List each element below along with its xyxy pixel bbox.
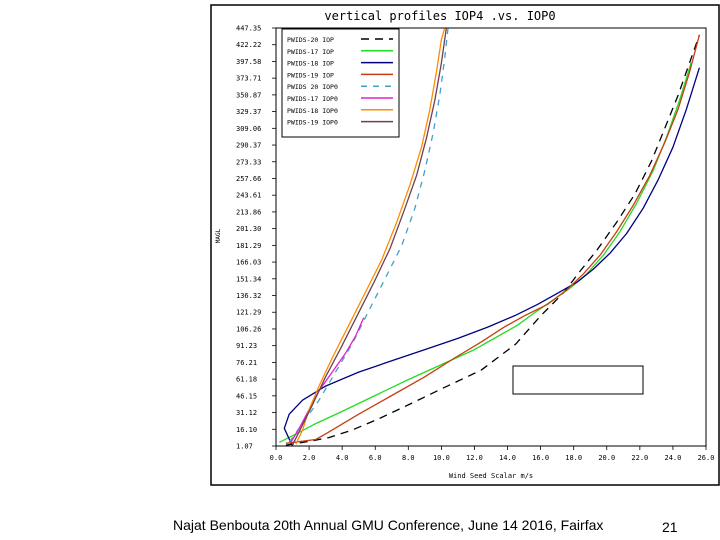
y-tick-label: 309.06 xyxy=(236,125,261,133)
x-tick-label: 8.0 xyxy=(402,454,415,462)
series-line-6 xyxy=(290,317,365,443)
x-tick-label: 0.0 xyxy=(270,454,283,462)
y-tick-label: 350.87 xyxy=(236,91,261,99)
y-tick-label: 31.12 xyxy=(236,409,257,417)
x-tick-label: 6.0 xyxy=(369,454,382,462)
legend-label: PWIDS-20 IOP xyxy=(287,36,334,44)
y-tick-label: 243.61 xyxy=(236,192,261,200)
y-tick-label: 91.23 xyxy=(236,342,257,350)
y-tick-label: 213.86 xyxy=(236,208,261,216)
footer-text: Najat Benbouta 20th Annual GMU Conferenc… xyxy=(173,517,604,533)
y-tick-label: 106.26 xyxy=(236,325,261,333)
x-tick-label: 2.0 xyxy=(303,454,316,462)
plot-border xyxy=(275,27,707,447)
y-tick-label: 257.66 xyxy=(236,175,261,183)
x-tick-label: 16.0 xyxy=(532,454,549,462)
series-line-5 xyxy=(288,28,449,443)
legend: PWIDS-20 IOP PWIDS-17 IOP PWIDS-18 IOP PWID… xyxy=(287,36,393,127)
legend-box xyxy=(281,28,400,138)
x-tick-label: 14.0 xyxy=(499,454,516,462)
x-tick-label: 22.0 xyxy=(631,454,648,462)
series-lines xyxy=(279,28,701,447)
y-tick-label: 16.10 xyxy=(236,426,257,434)
slide-number: 21 xyxy=(662,519,678,535)
y-tick-label: 1.07 xyxy=(236,443,253,451)
x-tick-label: 20.0 xyxy=(598,454,615,462)
legend-label: PWIDS-17 IOP xyxy=(287,48,334,56)
y-tick-label: 329.37 xyxy=(236,108,261,116)
series-line-3 xyxy=(283,67,701,447)
y-tick-label: 181.29 xyxy=(236,242,261,250)
blank-annotation-box xyxy=(512,365,644,395)
y-tick-label: 61.18 xyxy=(236,376,257,384)
series-line-4 xyxy=(285,34,701,444)
y-tick-label: 447.35 xyxy=(236,25,261,33)
y-tick-label: 201.30 xyxy=(236,225,261,233)
y-tick-label: 121.29 xyxy=(236,309,261,317)
x-axis-label: Wind Seed Scalar m/s xyxy=(449,472,533,480)
y-tick-label: 151.34 xyxy=(236,275,261,283)
x-tick-label: 26.0 xyxy=(698,454,715,462)
legend-label: PWIDS-19 IOP0 xyxy=(287,119,338,127)
x-tick-label: 4.0 xyxy=(336,454,349,462)
y-tick-label: 76.21 xyxy=(236,359,257,367)
chart-title: vertical profiles IOP4 .vs. IOP0 xyxy=(324,9,555,23)
x-tick-label: 18.0 xyxy=(565,454,582,462)
y-axis-label: MAGL xyxy=(215,228,222,243)
series-line-2 xyxy=(279,62,692,443)
legend-label: PWIDS-19 IOP xyxy=(287,71,334,79)
series-line-8 xyxy=(291,28,447,446)
x-tick-label: 24.0 xyxy=(664,454,681,462)
y-tick-label: 136.32 xyxy=(236,292,261,300)
y-tick-label: 290.37 xyxy=(236,142,261,150)
y-tick-label: 373.71 xyxy=(236,75,261,83)
legend-label: PWIDS-18 IOP xyxy=(287,60,334,68)
x-axis-ticks: 0.0 2.0 4.0 6.0 8.0 10.0 12.0 14.0 16.0 18.0 20.0 2… xyxy=(270,446,715,462)
legend-label: PWIDS-17 IOP0 xyxy=(287,95,338,103)
x-tick-label: 12.0 xyxy=(466,454,483,462)
y-tick-label: 46.15 xyxy=(236,392,257,400)
y-tick-label: 422.22 xyxy=(236,41,261,49)
legend-label: PWIDS-18 IOP0 xyxy=(287,107,338,115)
y-tick-label: 166.03 xyxy=(236,259,261,267)
legend-label: PWIDS 20 IOP0 xyxy=(287,83,338,91)
y-axis-ticks: 1.07 16.10 31.12 46.15 61.18 76.21 91.23 106.26… xyxy=(236,25,276,451)
series-line-7 xyxy=(295,28,446,445)
series-line-1 xyxy=(285,34,701,446)
y-tick-label: 273.33 xyxy=(236,158,261,166)
y-tick-label: 397.58 xyxy=(236,58,261,66)
x-tick-label: 10.0 xyxy=(433,454,450,462)
